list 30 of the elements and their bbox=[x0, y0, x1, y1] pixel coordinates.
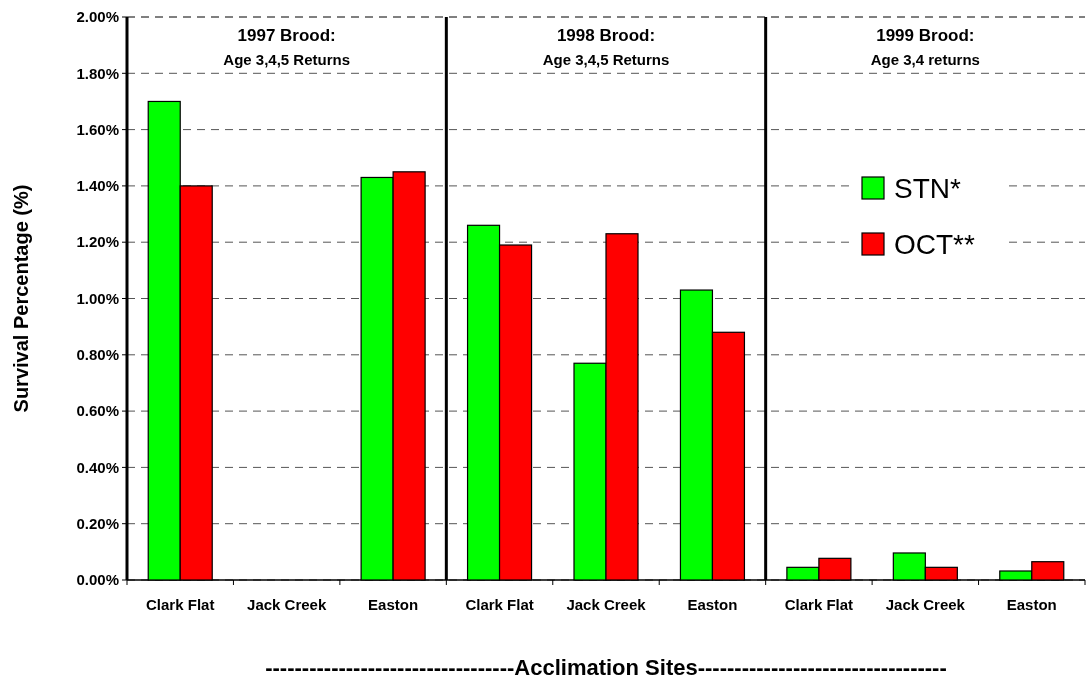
x-axis-title: ----------------------------------Acclimation Sites---------------------------------- bbox=[265, 655, 947, 680]
x-tick-label: Jack Creek bbox=[885, 596, 966, 613]
annotation: Age 3,4 returns bbox=[870, 51, 980, 68]
x-tick-label: Easton bbox=[368, 596, 419, 613]
annotation: 1997 Brood: bbox=[237, 26, 336, 45]
y-axis-title: Survival Percentage (%) bbox=[10, 184, 32, 413]
y-tick-label: 0.20% bbox=[76, 514, 119, 532]
x-tick-label: Clark Flat bbox=[465, 596, 534, 613]
y-tick-label: 0.00% bbox=[76, 571, 119, 589]
y-tick-label: 1.80% bbox=[76, 64, 119, 82]
x-tick-label: Jack Creek bbox=[247, 596, 327, 613]
annotation: Age 3,4,5 Returns bbox=[223, 51, 351, 68]
legend-label: OCT** bbox=[894, 228, 975, 260]
x-tick-label: Clark Flat bbox=[784, 596, 854, 613]
y-tick-label: 0.80% bbox=[76, 346, 119, 364]
y-tick-label: 1.60% bbox=[76, 120, 119, 138]
y-tick-label: 1.20% bbox=[76, 233, 119, 251]
y-tick-label: 1.40% bbox=[76, 177, 119, 195]
y-tick-label: 0.40% bbox=[76, 458, 119, 476]
y-tick-label: 2.00% bbox=[76, 8, 119, 26]
y-tick-label: 0.60% bbox=[76, 402, 119, 420]
legend-label: STN* bbox=[894, 172, 961, 204]
annotation: 1998 Brood: bbox=[556, 26, 656, 45]
x-tick-label: Clark Flat bbox=[146, 596, 215, 613]
y-tick-label: 1.00% bbox=[76, 289, 119, 307]
annotation: Age 3,4,5 Returns bbox=[542, 51, 670, 68]
x-tick-label: Easton bbox=[1006, 596, 1057, 613]
annotation: 1999 Brood: bbox=[876, 26, 975, 45]
x-tick-label: Jack Creek bbox=[566, 596, 647, 613]
x-tick-label: Easton bbox=[687, 596, 738, 613]
